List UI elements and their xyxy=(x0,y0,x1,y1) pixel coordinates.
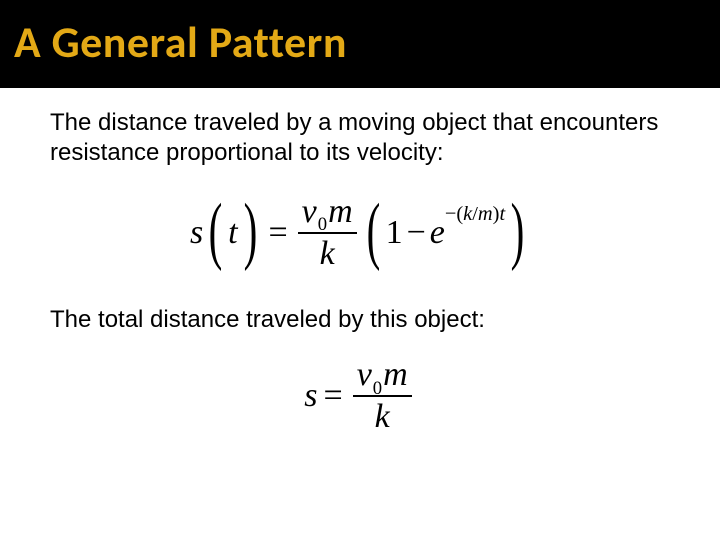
equation-1: s ( t ) = v0m k ( 1 − e −(k/m)t ) xyxy=(50,194,670,271)
eq2-v: v xyxy=(357,356,372,393)
eq2-fraction-bar xyxy=(353,395,412,397)
eq1-denominator: k xyxy=(316,236,339,272)
eq1-m: m xyxy=(328,193,353,230)
eq1-one: 1 xyxy=(386,214,403,252)
eq2-denominator: k xyxy=(371,399,394,435)
eq1-equals: = xyxy=(268,214,287,252)
eq1-numerator: v0m xyxy=(298,194,357,230)
equation-1-expr: s ( t ) = v0m k ( 1 − e −(k/m)t ) xyxy=(190,194,530,271)
eq1-fraction: v0m k xyxy=(298,194,357,271)
eq1-e: e xyxy=(430,214,445,252)
eq1-minus: − xyxy=(407,214,426,252)
eq2-m: m xyxy=(383,356,408,393)
equation-2-expr: s = v0m k xyxy=(304,357,415,434)
title-bar: A General Pattern xyxy=(0,0,720,88)
eq1-s: s xyxy=(190,214,203,252)
eq1-exp-t: t xyxy=(499,203,505,225)
content-area: The distance traveled by a moving object… xyxy=(0,88,720,435)
eq1-sub0: 0 xyxy=(318,214,327,235)
eq1-t-arg: t xyxy=(228,214,237,252)
equation-2: s = v0m k xyxy=(50,357,670,434)
slide-title: A General Pattern xyxy=(14,15,347,69)
eq1-fraction-bar xyxy=(298,232,357,234)
eq2-numerator: v0m xyxy=(353,357,412,393)
eq1-exp-minus: − xyxy=(445,203,457,225)
eq1-exp-k: k xyxy=(463,203,472,225)
eq1-exp-m: m xyxy=(478,203,493,225)
paragraph-1: The distance traveled by a moving object… xyxy=(50,108,670,168)
eq1-v: v xyxy=(302,193,317,230)
eq2-fraction: v0m k xyxy=(353,357,412,434)
eq2-equals: = xyxy=(324,377,343,415)
eq2-s: s xyxy=(304,377,317,415)
eq2-sub0: 0 xyxy=(373,378,382,399)
paragraph-2: The total distance traveled by this obje… xyxy=(50,305,670,335)
eq1-exponent: −(k/m)t xyxy=(445,203,505,226)
